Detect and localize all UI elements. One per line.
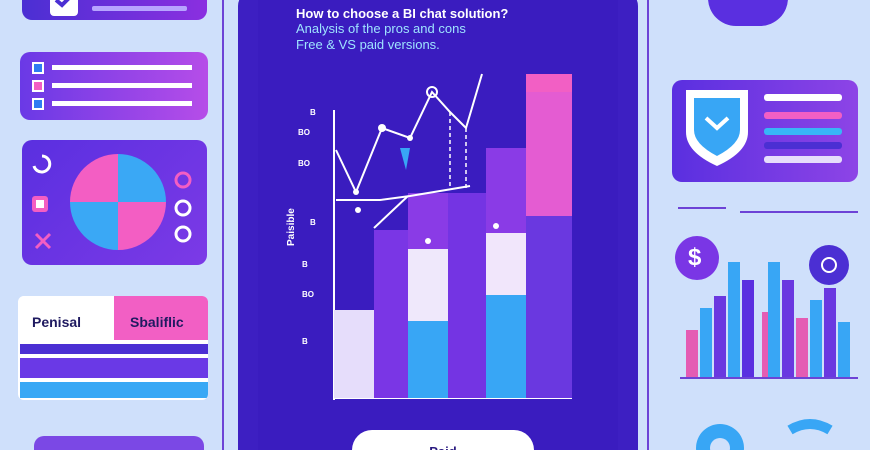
check-icon — [50, 0, 187, 16]
chart-line — [335, 73, 483, 195]
chart-point — [425, 238, 431, 244]
dollar-icon — [675, 236, 719, 280]
rotate-icon — [32, 154, 52, 174]
subtitle: Free & VS paid versions. — [296, 37, 440, 52]
top-right-card — [708, 0, 788, 26]
chart-point — [407, 135, 413, 141]
shield-card — [672, 80, 858, 182]
shield-icon — [686, 90, 748, 166]
tick-label: BO — [302, 290, 314, 299]
chart-point — [426, 86, 438, 98]
label-left: Penisal — [32, 314, 82, 330]
radio-icon — [174, 225, 192, 243]
page-title: How to choose a BI chat solution? — [296, 6, 509, 21]
chart-bar — [526, 74, 572, 398]
user-icon — [809, 245, 849, 285]
radio-icon — [174, 199, 192, 217]
chart-bar — [486, 148, 526, 398]
tick-label: BO — [298, 128, 310, 137]
subtitle: Analysis of the pros and cons — [296, 21, 466, 36]
labels-card: Penisal Sbaliflic — [18, 296, 208, 400]
tick-label: B — [310, 218, 316, 227]
chart-point — [353, 189, 359, 195]
chart-bar — [374, 230, 408, 398]
chart-line — [336, 185, 471, 201]
radio-icon — [174, 171, 192, 189]
pie-card — [22, 140, 207, 265]
bottom-left-card — [34, 436, 204, 450]
image-icon — [32, 196, 48, 212]
mini-bar-chart — [686, 262, 850, 377]
grid-line — [222, 0, 224, 450]
checkbox-icon — [32, 62, 44, 74]
tick-label: B — [302, 260, 308, 269]
chart-bar — [334, 310, 374, 398]
checkbox-icon — [32, 98, 44, 110]
pie-chart-icon — [70, 154, 166, 250]
label-right: Sbaliflic — [130, 314, 184, 330]
chart-bar — [448, 193, 486, 398]
close-icon — [34, 232, 52, 250]
tick-label: B — [310, 108, 316, 117]
grid-line — [647, 0, 649, 450]
checklist-card — [20, 52, 208, 120]
tick-label: BO — [298, 159, 310, 168]
tick-label: B — [302, 337, 308, 346]
dollar-symbol: $ — [688, 244, 702, 271]
chart-point — [493, 223, 499, 229]
chart-point — [355, 207, 361, 213]
chart-marker — [400, 148, 410, 170]
paid-button[interactable]: Paid — [352, 430, 534, 450]
top-left-card — [22, 0, 207, 20]
checkbox-icon — [32, 80, 44, 92]
chart-point — [378, 124, 386, 132]
chart-line — [373, 195, 409, 229]
